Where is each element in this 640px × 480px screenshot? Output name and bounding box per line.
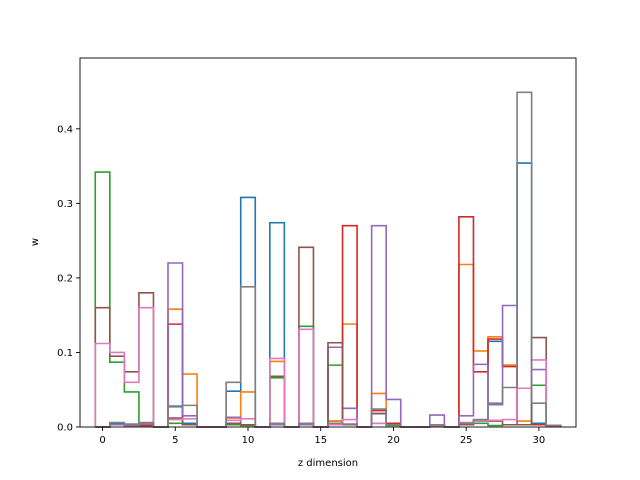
- x-tick-label: 20: [387, 435, 400, 446]
- y-tick-label: 0.3: [57, 199, 73, 210]
- axes-layer: 0 5 10 15 20 25 30 0.0 0.1 0.2 0.3 0.4: [57, 57, 577, 446]
- axes-frame: [79, 57, 577, 428]
- x-axis-label: z dimension: [298, 458, 358, 469]
- y-tick-label: 0.2: [57, 273, 73, 284]
- x-tick-label: 10: [242, 435, 255, 446]
- y-tick-label: 0.4: [57, 124, 73, 135]
- y-tick-label: 0.0: [57, 423, 73, 434]
- x-tick-label: 15: [314, 435, 327, 446]
- x-tick-label: 30: [533, 435, 546, 446]
- y-tick-label: 0.1: [57, 348, 73, 359]
- x-tick-label: 25: [460, 435, 473, 446]
- series-7-line: [95, 91, 562, 428]
- x-tick-label: 0: [99, 435, 105, 446]
- x-tick-label: 5: [172, 435, 178, 446]
- y-axis-label: w: [30, 238, 41, 246]
